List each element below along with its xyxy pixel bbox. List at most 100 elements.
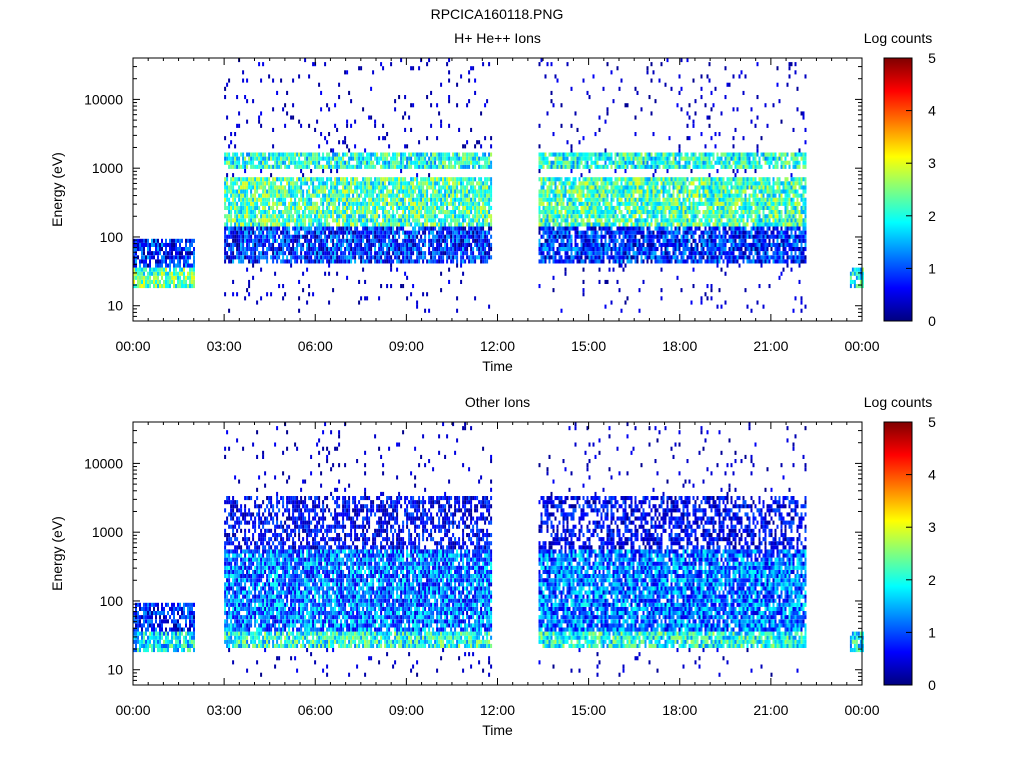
heatmap-cell [348,205,351,210]
heatmap-cell [378,197,381,202]
heatmap-cell [570,148,573,153]
heatmap-cell [288,181,291,186]
heatmap-cell [346,222,349,227]
heatmap-cell [374,156,377,161]
heatmap-cell [624,255,627,260]
heatmap-cell [272,226,275,231]
heatmap-cell [306,152,309,157]
heatmap-cell [141,255,143,260]
heatmap-cell [486,197,489,202]
heatmap-cell [576,255,579,260]
heatmap-cell [650,214,653,219]
heatmap-cell [348,214,351,219]
heatmap-cell [552,189,555,194]
heatmap-cell [490,255,493,260]
heatmap-cell [338,210,341,215]
heatmap-cell [332,193,335,198]
heatmap-cell [434,156,437,161]
heatmap-cell [540,210,543,215]
heatmap-cell [544,189,547,194]
heatmap-cell [298,197,301,202]
heatmap-cell [660,185,663,190]
heatmap-cell [442,197,445,202]
heatmap-cell [374,177,377,182]
heatmap-cell [638,210,641,215]
heatmap-cell [560,218,563,223]
heatmap-cell [404,152,407,157]
heatmap-cell [242,197,245,202]
heatmap-cell [542,255,545,260]
heatmap-cell [488,238,491,243]
heatmap-cell [272,255,275,260]
heatmap-cell [548,255,551,260]
heatmap-cell [412,234,415,239]
heatmap-cell [262,251,265,256]
heatmap-cell [626,164,629,169]
heatmap-cell [278,177,281,182]
heatmap-cell [588,226,591,231]
heatmap-cell [306,214,309,219]
heatmap-cell [426,185,429,190]
heatmap-cell [139,263,141,268]
heatmap-cell [644,160,647,165]
heatmap-cell [660,251,663,256]
heatmap-cell [582,156,585,161]
heatmap-cell [572,222,575,227]
heatmap-cell [452,201,455,206]
heatmap-cell [300,234,303,239]
heatmap-cell [314,230,317,235]
heatmap-cell [662,197,665,202]
heatmap-cell [191,242,193,247]
heatmap-cell [226,222,229,227]
heatmap-cell [470,181,473,186]
heatmap-cell [236,222,239,227]
heatmap-cell [464,160,467,165]
heatmap-cell [165,263,167,268]
heatmap-cell [274,156,277,161]
heatmap-cell [464,218,467,223]
heatmap-cell [434,205,437,210]
heatmap-cell [388,218,391,223]
heatmap-cell [396,201,399,206]
heatmap-cell [278,234,281,239]
heatmap-cell [630,234,633,239]
heatmap-cell [582,164,585,169]
heatmap-cell [470,66,473,71]
heatmap-cell [484,214,487,219]
heatmap-cell [254,259,257,264]
heatmap-cell [422,259,425,264]
heatmap-cell [292,193,295,198]
heatmap-cell [432,234,435,239]
heatmap-cell [416,164,419,169]
heatmap-cell [278,210,281,215]
heatmap-cell [428,164,431,169]
heatmap-cell [282,296,285,301]
heatmap-cell [340,214,343,219]
heatmap-cell [332,247,335,252]
heatmap-cell [406,156,409,161]
heatmap-cell [474,226,477,231]
heatmap-cell [386,247,389,252]
heatmap-cell [366,205,369,210]
heatmap-cell [159,251,161,256]
heatmap-cell [354,197,357,202]
heatmap-cell [374,201,377,206]
heatmap-cell [448,185,451,190]
heatmap-cell [402,210,405,215]
heatmap-cell [466,214,469,219]
heatmap-cell [179,271,181,276]
heatmap-cell [153,238,155,243]
heatmap-cell [181,267,183,272]
heatmap-cell [656,152,659,157]
heatmap-cell [286,210,289,215]
heatmap-cell [344,255,347,260]
heatmap-cell [594,222,597,227]
heatmap-cell [594,230,597,235]
heatmap-cell [340,226,343,231]
heatmap-cell [388,238,391,243]
heatmap-cell [596,259,599,264]
heatmap-cell [608,160,611,165]
heatmap-cell [578,164,581,169]
heatmap-cell [320,132,323,137]
heatmap-cell [454,205,457,210]
